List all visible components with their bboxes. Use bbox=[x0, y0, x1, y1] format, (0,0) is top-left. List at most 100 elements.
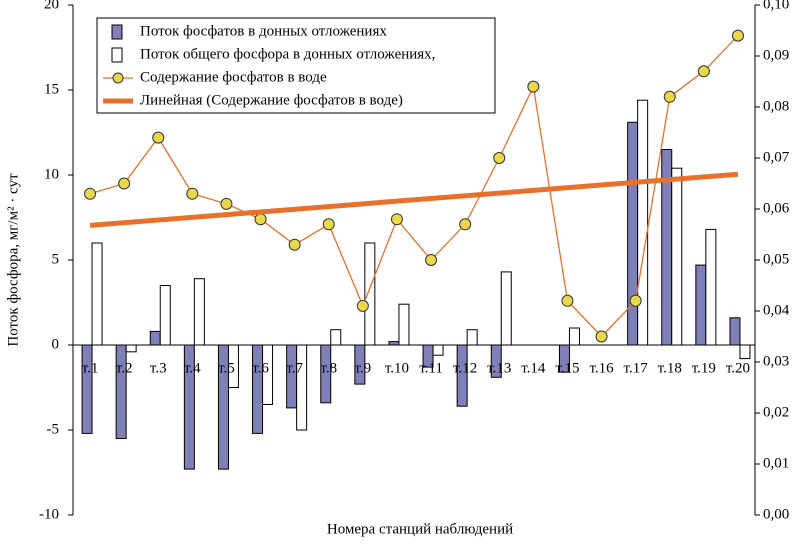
y-tick-label: 10 bbox=[44, 166, 59, 182]
x-tick-label: т.4 bbox=[184, 360, 201, 376]
y-tick-label: 0 bbox=[52, 336, 60, 352]
legend-label: Поток фосфатов в донных отложениях bbox=[140, 23, 387, 39]
marker bbox=[527, 80, 540, 93]
y-tick-label: 15 bbox=[44, 81, 59, 97]
x-tick-label: т.9 bbox=[355, 360, 372, 376]
x-tick-label: т.19 bbox=[692, 360, 716, 376]
bar bbox=[422, 344, 434, 368]
x-tick-label: т.5 bbox=[218, 360, 235, 376]
legend-label: Линейная (Содержание фосфатов в воде) bbox=[140, 92, 403, 108]
marker bbox=[595, 330, 608, 343]
y-tick-label: -5 bbox=[47, 421, 60, 437]
legend-swatch bbox=[111, 47, 123, 63]
bar bbox=[456, 344, 468, 407]
bar bbox=[227, 344, 239, 388]
y-axis-title: Поток фосфора, мг/м² · сут bbox=[5, 173, 21, 347]
bar bbox=[193, 278, 205, 346]
y-tick-label: -10 bbox=[39, 506, 59, 522]
y2-tick-label: 0,07 bbox=[763, 149, 790, 165]
x-tick-label: т.7 bbox=[286, 360, 303, 376]
bar bbox=[568, 327, 580, 346]
trendline bbox=[89, 171, 739, 228]
marker bbox=[390, 213, 403, 226]
marker bbox=[629, 294, 642, 307]
bar bbox=[705, 228, 717, 346]
x-tick-label: т.13 bbox=[487, 360, 511, 376]
marker bbox=[220, 197, 233, 210]
legend-label: Поток общего фосфора в донных отложениях… bbox=[140, 46, 435, 62]
x-tick-label: т.8 bbox=[320, 360, 337, 376]
y-tick-label: 5 bbox=[52, 251, 60, 267]
x-tick-label: т.12 bbox=[453, 360, 477, 376]
y2-tick-label: 0,01 bbox=[763, 455, 789, 471]
legend bbox=[96, 17, 496, 114]
marker bbox=[186, 187, 199, 200]
x-tick-label: т.14 bbox=[521, 360, 546, 376]
x-axis-title: Номера станций наблюдений bbox=[327, 521, 513, 537]
bar bbox=[286, 344, 298, 409]
x-tick-label: т.18 bbox=[658, 360, 682, 376]
y2-tick-label: 0,05 bbox=[763, 251, 789, 267]
bar bbox=[637, 99, 649, 346]
marker bbox=[322, 218, 335, 231]
x-tick-label: т.17 bbox=[624, 360, 649, 376]
bar bbox=[252, 344, 264, 434]
bar bbox=[149, 330, 161, 346]
x-tick-label: т.10 bbox=[385, 360, 409, 376]
bar bbox=[330, 329, 342, 346]
bar bbox=[159, 285, 171, 346]
bar bbox=[739, 344, 751, 360]
bar bbox=[388, 341, 400, 346]
y2-tick-label: 0,04 bbox=[763, 302, 790, 318]
bar bbox=[398, 303, 410, 346]
x-tick-label: т.11 bbox=[419, 360, 443, 376]
marker bbox=[288, 238, 301, 251]
y2-tick-label: 0,08 bbox=[763, 98, 789, 114]
bar bbox=[466, 329, 478, 346]
legend-marker bbox=[112, 72, 124, 84]
marker bbox=[118, 177, 131, 190]
marker bbox=[84, 187, 97, 200]
x-tick-label: т.3 bbox=[150, 360, 167, 376]
bar bbox=[81, 344, 93, 434]
bar bbox=[115, 344, 127, 439]
legend-swatch bbox=[111, 24, 123, 40]
marker bbox=[493, 152, 506, 164]
y2-tick-label: 0,06 bbox=[763, 200, 790, 216]
marker bbox=[697, 65, 710, 78]
bar bbox=[364, 242, 376, 346]
y2-tick-label: 0,02 bbox=[763, 404, 789, 420]
bar bbox=[296, 344, 308, 431]
bar bbox=[320, 344, 332, 404]
bar bbox=[432, 344, 444, 356]
bar bbox=[354, 344, 366, 385]
bar bbox=[490, 344, 502, 378]
bar bbox=[262, 344, 274, 405]
marker bbox=[254, 213, 267, 226]
x-tick-label: т.15 bbox=[555, 360, 579, 376]
marker bbox=[356, 299, 369, 312]
y2-tick-label: 0,03 bbox=[763, 353, 789, 369]
bar bbox=[183, 344, 195, 470]
x-tick-label: т.20 bbox=[726, 360, 750, 376]
y2-tick-label: 0,09 bbox=[763, 47, 789, 63]
y2-tick-label: 0,10 bbox=[763, 0, 789, 12]
marker bbox=[425, 254, 438, 266]
marker bbox=[561, 294, 574, 307]
x-tick-label: т.1 bbox=[82, 360, 99, 376]
x-tick-label: т.16 bbox=[589, 360, 614, 376]
y2-tick-label: 0,00 bbox=[763, 506, 789, 522]
bar bbox=[91, 242, 103, 346]
bar bbox=[627, 121, 639, 346]
marker bbox=[459, 218, 472, 231]
bar bbox=[217, 344, 229, 470]
marker bbox=[663, 90, 676, 103]
bar bbox=[729, 317, 741, 346]
bar bbox=[695, 264, 707, 346]
x-tick-label: т.6 bbox=[252, 360, 269, 376]
marker bbox=[152, 131, 165, 144]
y-tick-label: 20 bbox=[44, 0, 59, 12]
x-tick-label: т.2 bbox=[116, 360, 133, 376]
bar bbox=[500, 271, 512, 346]
